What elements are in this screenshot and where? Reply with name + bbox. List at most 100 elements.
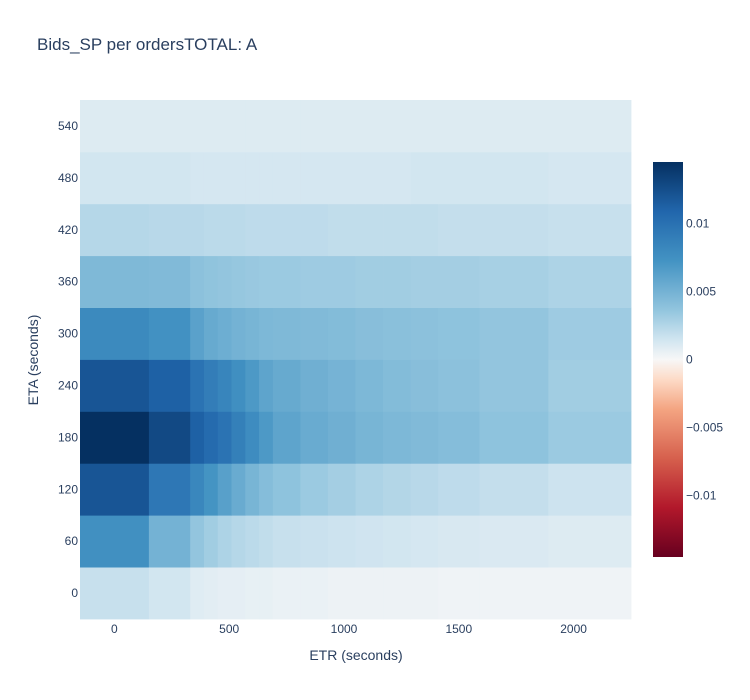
heatmap-cell — [245, 255, 260, 308]
heatmap-cell — [217, 515, 232, 568]
heatmap-cell — [231, 567, 246, 620]
heatmap-cell — [272, 515, 301, 568]
heatmap-cell — [203, 203, 219, 257]
heatmap-cell — [327, 567, 356, 620]
colorbar-tick-label: 0 — [686, 353, 693, 367]
heatmap-cell — [355, 463, 384, 516]
heatmap-cell — [203, 463, 219, 516]
heatmap-cell — [300, 515, 329, 568]
heatmap-cell — [410, 359, 439, 412]
heatmap-cell — [190, 515, 205, 568]
heatmap-cell — [259, 307, 274, 360]
heatmap-cell — [548, 203, 632, 257]
heatmap-cell — [327, 515, 356, 568]
heatmap-cell — [410, 567, 439, 620]
heatmap-cell — [548, 151, 632, 205]
y-tick-label: 120 — [58, 482, 78, 496]
heatmap-cell — [272, 203, 301, 257]
heatmap-cell — [190, 411, 205, 464]
heatmap-cell — [355, 359, 384, 412]
heatmap-cell — [190, 359, 205, 412]
heatmap-cell — [259, 567, 274, 620]
heatmap-cell — [231, 359, 246, 412]
heatmap-cell — [272, 255, 301, 308]
heatmap-cell — [80, 151, 150, 205]
heatmap-cell — [148, 307, 191, 360]
heatmap-cell — [383, 100, 411, 153]
heatmap-cell — [355, 151, 384, 205]
heatmap-cell — [327, 100, 356, 153]
heatmap-cell — [203, 567, 219, 620]
heatmap-cell — [479, 515, 549, 568]
heatmap-cell — [410, 307, 439, 360]
heatmap-cell — [300, 100, 329, 153]
heatmap-cell — [438, 359, 480, 412]
heatmap-cell — [300, 151, 329, 205]
heatmap-cell — [383, 307, 411, 360]
x-tick-label: 500 — [219, 622, 239, 636]
heatmap-cell — [245, 100, 260, 153]
heatmap-cell — [479, 307, 549, 360]
heatmap-cell — [203, 100, 219, 153]
heatmap-cell — [259, 203, 274, 257]
x-tick-label: 0 — [111, 622, 118, 636]
heatmap-cell — [190, 567, 205, 620]
heatmap-cell — [272, 100, 301, 153]
heatmap-cell — [80, 203, 150, 257]
heatmap-cell — [410, 255, 439, 308]
heatmap-cell — [259, 100, 274, 153]
heatmap-cell — [245, 151, 260, 205]
colorbar-tick-label: −0.01 — [686, 489, 717, 503]
heatmap-cell — [438, 463, 480, 516]
x-axis-title: ETR (seconds) — [309, 647, 402, 663]
heatmap-cell — [383, 255, 411, 308]
y-tick-label: 60 — [65, 534, 79, 548]
heatmap-cell — [190, 255, 205, 308]
heatmap-cell — [231, 515, 246, 568]
heatmap-cell — [300, 411, 329, 464]
heatmap-cell — [272, 463, 301, 516]
heatmap-cell — [203, 307, 219, 360]
heatmap-cell — [355, 203, 384, 257]
heatmap-cell — [383, 567, 411, 620]
heatmap-cell — [148, 151, 191, 205]
heatmap-cell — [148, 203, 191, 257]
heatmap-cell — [410, 100, 439, 153]
heatmap-cell — [203, 515, 219, 568]
heatmap-cell — [300, 203, 329, 257]
heatmap-cell — [479, 203, 549, 257]
heatmap-cell — [438, 100, 480, 153]
heatmap-cell — [80, 255, 150, 308]
heatmap-cell — [231, 100, 246, 153]
heatmap-cell — [548, 255, 632, 308]
heatmap-cell — [80, 307, 150, 360]
heatmap-cell — [383, 411, 411, 464]
heatmap-cell — [300, 567, 329, 620]
heatmap-cell — [259, 411, 274, 464]
heatmap-cell — [245, 463, 260, 516]
heatmap-cell — [217, 307, 232, 360]
heatmap-cell — [410, 515, 439, 568]
heatmap-cell — [438, 411, 480, 464]
heatmap-cell — [231, 463, 246, 516]
y-tick-label: 360 — [58, 275, 78, 289]
heatmap-cell — [548, 359, 632, 412]
heatmap-cell — [148, 567, 191, 620]
heatmap-cell — [231, 307, 246, 360]
heatmap-cell — [383, 203, 411, 257]
heatmap-cell — [148, 359, 191, 412]
heatmap-cell — [327, 359, 356, 412]
heatmap-cell — [217, 567, 232, 620]
heatmap-cell — [383, 463, 411, 516]
heatmap-cell — [438, 255, 480, 308]
colorbar-tick-label: −0.005 — [686, 421, 723, 435]
heatmap-cell — [80, 567, 150, 620]
heatmap-cell — [355, 411, 384, 464]
heatmap-cell — [80, 515, 150, 568]
x-tick-label: 2000 — [560, 622, 587, 636]
heatmap-cell — [203, 255, 219, 308]
heatmap-cell — [259, 515, 274, 568]
heatmap-cell — [438, 515, 480, 568]
heatmap-cell — [190, 203, 205, 257]
